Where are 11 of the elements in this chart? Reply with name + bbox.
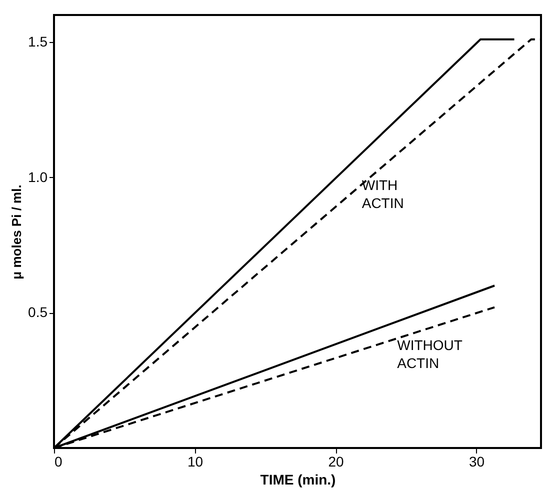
y-axis-title: μ moles Pi / ml. [9, 184, 24, 280]
x-axis-title: TIME (min.) [260, 472, 336, 488]
annotation: WITHOUT ACTIN [397, 336, 463, 371]
x-tick-label: 0 [54, 454, 62, 470]
x-tick-label: 20 [328, 454, 344, 470]
annotation: WITH ACTIN [362, 177, 404, 211]
x-tick-label: 10 [187, 454, 204, 470]
y-tick-label: 0.5 [28, 304, 48, 320]
y-tick-label: 1.0 [28, 168, 48, 185]
x-tick-label: 30 [468, 454, 485, 470]
y-tick-label: 1.5 [28, 34, 48, 50]
